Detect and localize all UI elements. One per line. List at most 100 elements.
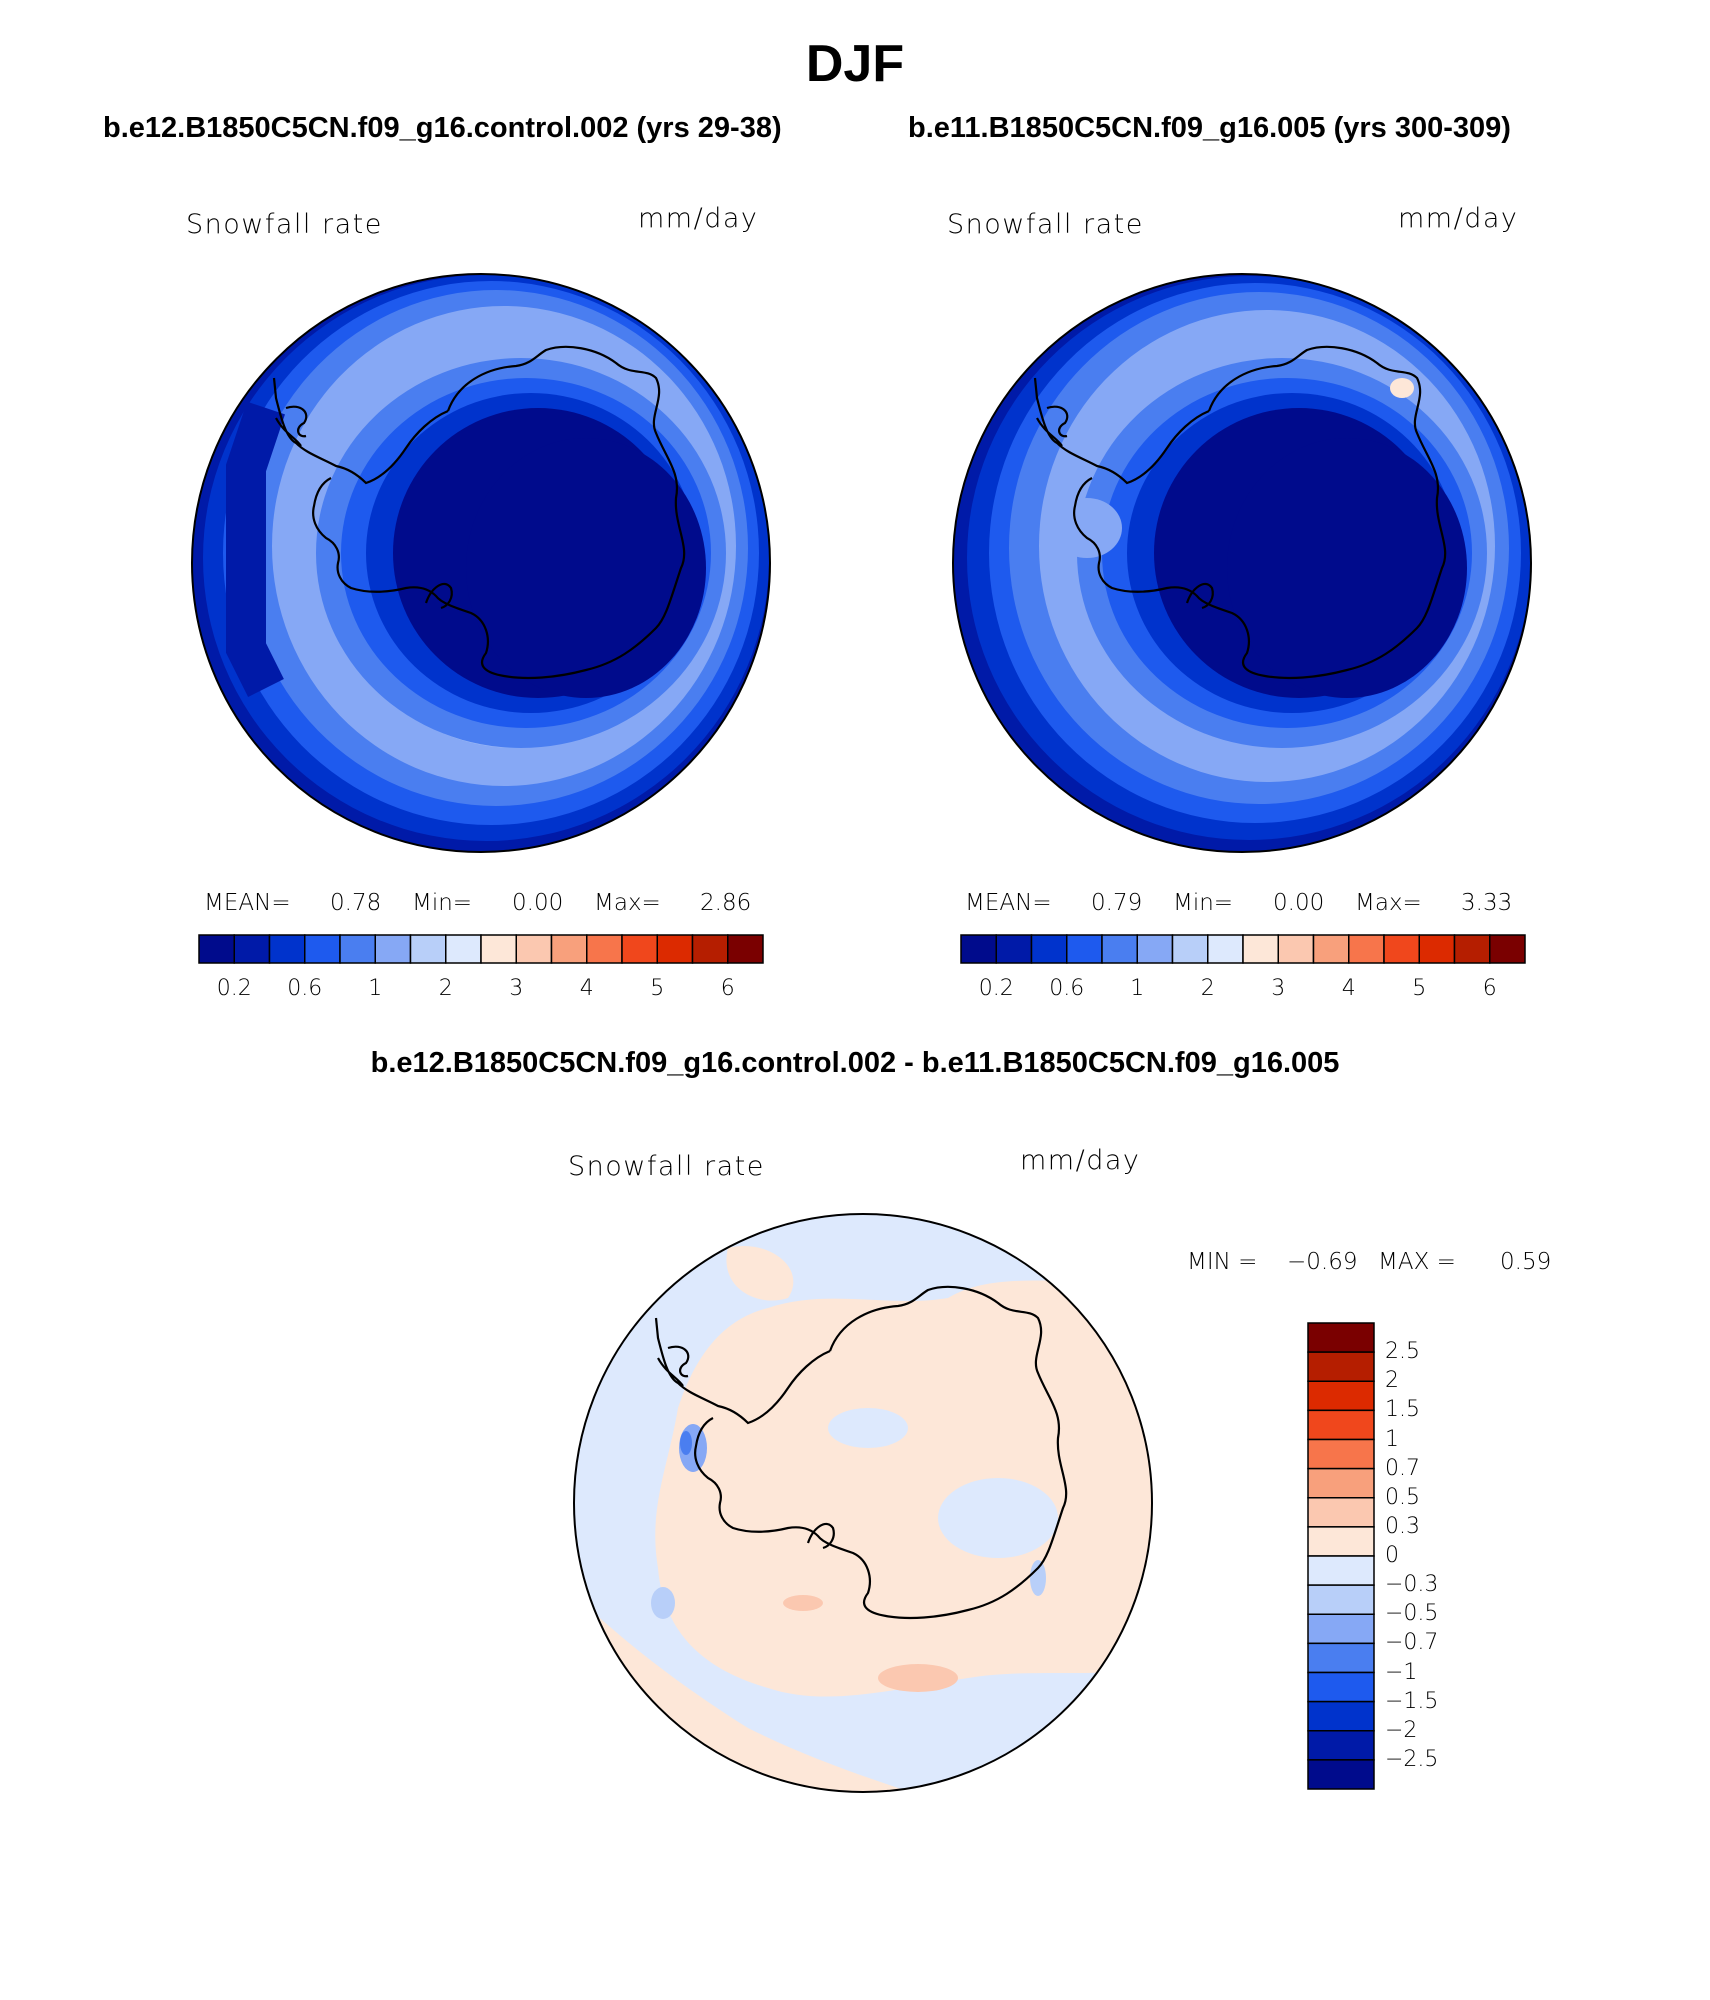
diff-case-title: b.e12.B1850C5CN.f09_g16.control.002 - b.…	[370, 1047, 1340, 1079]
right-colorbar-swatch	[1348, 934, 1385, 964]
left-colorbar-swatch	[409, 934, 447, 964]
right-colorbar-swatch	[1453, 934, 1491, 964]
diff-coastline	[654, 1285, 1068, 1620]
left-coastline	[272, 345, 686, 680]
diff-max-label: MAX =	[1378, 1249, 1456, 1275]
right-colorbar-swatch	[1030, 934, 1068, 964]
left-colorbar-swatch	[374, 934, 412, 964]
right-colorbar-swatch	[1418, 934, 1456, 964]
left-colorbar-tick-label: 1	[368, 976, 383, 1001]
diff-max-value: 0.59	[1500, 1249, 1552, 1275]
left-case-title: b.e12.B1850C5CN.f09_g16.control.002 (yrs…	[103, 112, 782, 144]
left-mean-value: 0.78	[330, 890, 382, 916]
right-case-title: b.e11.B1850C5CN.f09_g16.005 (yrs 300-309…	[908, 112, 1511, 144]
diff-colorbar-tick-label: 2.5	[1385, 1339, 1420, 1365]
diff-colorbar-swatch	[1307, 1351, 1375, 1382]
right-colorbar-swatch	[1207, 934, 1244, 964]
diff-colorbar-swatch	[1307, 1322, 1375, 1353]
diff-colorbar-tick-label: −1	[1385, 1659, 1418, 1685]
right-colorbar-swatch	[1312, 934, 1350, 964]
diff-colorbar-tick-label: 0	[1385, 1543, 1399, 1568]
left-snowfall-field	[192, 274, 770, 852]
diff-min-value: −0.69	[1287, 1249, 1358, 1275]
diff-colorbar-tick-label: 0.5	[1385, 1484, 1420, 1510]
right-colorbar-tick-label: 3	[1271, 976, 1286, 1001]
diff-colorbar-tick-label: 0.7	[1385, 1455, 1420, 1481]
right-colorbar-tick-label: 0.6	[1049, 976, 1085, 1001]
diff-colorbar-swatch	[1307, 1584, 1375, 1615]
diff-colorbar-tick-label: −0.3	[1385, 1572, 1439, 1598]
right-colorbar-swatch	[1277, 934, 1315, 964]
left-colorbar-swatch	[621, 934, 658, 964]
right-mean-value: 0.79	[1091, 890, 1143, 916]
left-colorbar-swatch	[550, 934, 588, 964]
diff-colorbar-tick-label: −0.7	[1385, 1630, 1439, 1656]
left-colorbar-swatch	[515, 934, 553, 964]
diff-colorbar-swatch	[1307, 1613, 1375, 1645]
right-snowfall-field	[953, 274, 1531, 852]
left-colorbar-swatch	[691, 934, 729, 964]
right-colorbar	[960, 934, 1526, 964]
right-min-label: Min=	[1173, 890, 1234, 916]
right-colorbar-tick-label: 4	[1341, 976, 1356, 1001]
diff-colorbar-swatch	[1307, 1671, 1375, 1703]
left-colorbar-swatch	[727, 934, 764, 964]
right-colorbar-tick-label: 1	[1130, 976, 1145, 1001]
figure-title: DJF	[805, 35, 905, 93]
right-units-label: mm/day	[1398, 203, 1519, 234]
right-colorbar-tick-label: 6	[1482, 976, 1497, 1001]
left-colorbar-tick-label: 2	[438, 976, 453, 1001]
diff-colorbar-swatch	[1307, 1700, 1375, 1732]
left-max-value: 2.86	[700, 890, 752, 916]
diff-colorbar-tick-label: 1.5	[1385, 1397, 1420, 1423]
right-mean-label: MEAN=	[965, 890, 1052, 916]
diff-colorbar-swatch	[1307, 1467, 1375, 1499]
left-colorbar	[198, 934, 764, 964]
right-colorbar-tick-label: 0.2	[978, 976, 1014, 1001]
right-colorbar-swatch	[1066, 934, 1103, 964]
right-variable-label: Snowfall rate	[947, 209, 1144, 240]
diff-colorbar-swatch	[1307, 1438, 1375, 1470]
right-polar-map	[952, 273, 1532, 853]
diff-colorbar-swatch	[1307, 1380, 1375, 1412]
diff-variable-label: Snowfall rate	[568, 1151, 765, 1182]
left-min-label: Min=	[412, 890, 473, 916]
right-colorbar-swatch	[1101, 934, 1138, 964]
right-colorbar-swatch	[1242, 934, 1279, 964]
left-colorbar-tick-label: 0.6	[287, 976, 323, 1001]
diff-colorbar-tick-label: −0.5	[1385, 1601, 1439, 1627]
right-colorbar-tick-label: 5	[1412, 976, 1427, 1001]
diff-colorbar-swatch	[1307, 1555, 1375, 1586]
left-variable-label: Snowfall rate	[186, 209, 383, 240]
diff-colorbar-tick-label: 2	[1385, 1368, 1399, 1394]
left-colorbar-swatch	[480, 934, 517, 964]
left-colorbar-tick-label: 3	[509, 976, 524, 1001]
left-colorbar-swatch	[656, 934, 694, 964]
diff-units-label: mm/day	[1020, 1145, 1141, 1176]
right-colorbar-swatch	[1171, 934, 1209, 964]
right-colorbar-swatch	[1489, 934, 1526, 964]
left-polar-map	[191, 273, 771, 853]
right-coastline	[1033, 345, 1447, 680]
right-colorbar-swatch	[1383, 934, 1420, 964]
right-colorbar-swatch	[995, 934, 1033, 964]
diff-colorbar-tick-label: 0.3	[1385, 1513, 1420, 1539]
right-colorbar-swatch	[960, 934, 997, 964]
diff-colorbar-swatch	[1307, 1409, 1375, 1441]
diff-colorbar-swatch	[1307, 1759, 1375, 1790]
diff-colorbar-swatch	[1307, 1526, 1375, 1557]
left-colorbar-tick-label: 0.2	[216, 976, 252, 1001]
left-colorbar-tick-label: 4	[579, 976, 594, 1001]
left-colorbar-swatch	[445, 934, 482, 964]
left-colorbar-swatch	[339, 934, 376, 964]
diff-colorbar-tick-label: 1	[1385, 1426, 1399, 1452]
diff-colorbar-swatch	[1307, 1497, 1375, 1528]
diff-colorbar-tick-label: −2	[1385, 1717, 1418, 1743]
diff-min-label: MIN =	[1187, 1249, 1258, 1275]
diff-polar-map	[573, 1213, 1153, 1793]
left-mean-label: MEAN=	[204, 890, 291, 916]
right-max-value: 3.33	[1461, 890, 1513, 916]
left-colorbar-swatch	[268, 934, 306, 964]
diff-colorbar-tick-label: −1.5	[1385, 1688, 1439, 1714]
diff-colorbar-swatch	[1307, 1642, 1375, 1674]
